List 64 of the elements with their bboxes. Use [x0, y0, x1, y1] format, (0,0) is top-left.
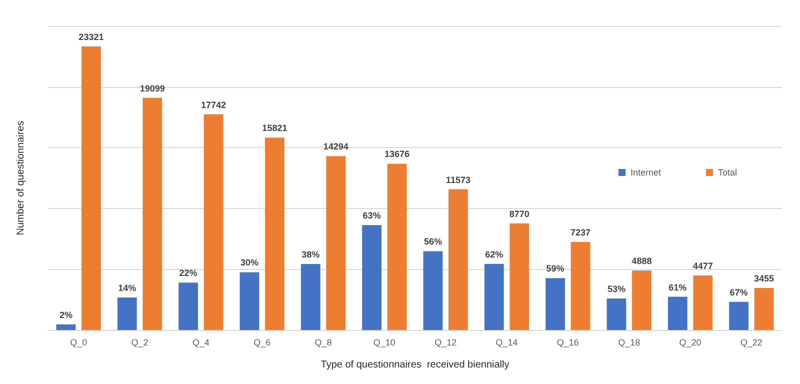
- bar: [754, 288, 774, 330]
- annotation: 22%: [179, 268, 198, 278]
- bar: [546, 278, 566, 330]
- data-label: 15821: [262, 123, 288, 134]
- annotation: 30%: [240, 258, 258, 268]
- bar: [668, 296, 688, 330]
- x-tick-label: Q_4: [192, 338, 210, 348]
- bar: [56, 324, 76, 330]
- data-label: 4888: [632, 256, 652, 266]
- annotation: 62%: [485, 249, 504, 260]
- data-label: 14294: [323, 142, 348, 152]
- bar: [142, 98, 162, 330]
- x-tick-label: Q_8: [314, 338, 332, 348]
- x-tick-label: Q_16: [556, 338, 579, 348]
- data-label: 17742: [201, 100, 226, 110]
- annotation: 14%: [118, 283, 136, 294]
- annotation: 53%: [607, 284, 626, 294]
- bar: [693, 276, 713, 330]
- annotation: 67%: [730, 287, 748, 298]
- data-label: 13676: [384, 149, 410, 160]
- bar: [240, 272, 260, 330]
- data-label: 3455: [754, 273, 774, 284]
- annotation: 56%: [424, 236, 442, 247]
- bar: [632, 270, 652, 330]
- data-label: 4477: [692, 261, 713, 272]
- x-tick-label: Q_2: [131, 338, 148, 348]
- annotation: 61%: [668, 282, 687, 292]
- x-tick-label: Q_6: [254, 338, 271, 348]
- legend-label: Internet: [630, 168, 662, 178]
- x-tick-label: Q_18: [618, 338, 640, 348]
- bar: [423, 251, 443, 330]
- x-tick-label: Q_14: [496, 338, 518, 348]
- bar: [117, 298, 137, 330]
- annotation: 63%: [362, 210, 381, 221]
- bar: [264, 138, 284, 330]
- bar: [510, 223, 530, 330]
- bar: [362, 225, 382, 330]
- data-label: 23321: [78, 32, 104, 42]
- legend-label: Total: [718, 168, 738, 178]
- x-axis-title: Type of questionnaires received biennially: [320, 360, 510, 370]
- annotation: 38%: [302, 249, 320, 260]
- annotation: 2%: [59, 310, 72, 320]
- bar: [178, 282, 198, 330]
- bar: [81, 46, 101, 330]
- data-label: 8770: [509, 208, 530, 219]
- data-label: 19099: [140, 83, 165, 94]
- bar: [570, 242, 590, 330]
- bar: [204, 114, 224, 330]
- bar: [326, 156, 346, 330]
- annotation: 59%: [546, 264, 564, 274]
- bar: [300, 264, 320, 330]
- bar: [448, 189, 468, 330]
- x-tick-label: Q_10: [373, 338, 396, 348]
- y-axis-title: Number of questionnaires: [16, 120, 26, 236]
- x-tick-label: Q_20: [679, 338, 702, 348]
- bar: [484, 264, 504, 330]
- x-tick-label: Q_22: [740, 338, 762, 348]
- data-label: 7237: [570, 228, 591, 238]
- data-label: 11573: [446, 174, 470, 185]
- bar: [387, 164, 407, 330]
- bar: [606, 298, 626, 330]
- bar: [729, 302, 749, 330]
- x-tick-label: Q_0: [70, 338, 88, 348]
- x-tick-label: Q_12: [434, 338, 457, 348]
